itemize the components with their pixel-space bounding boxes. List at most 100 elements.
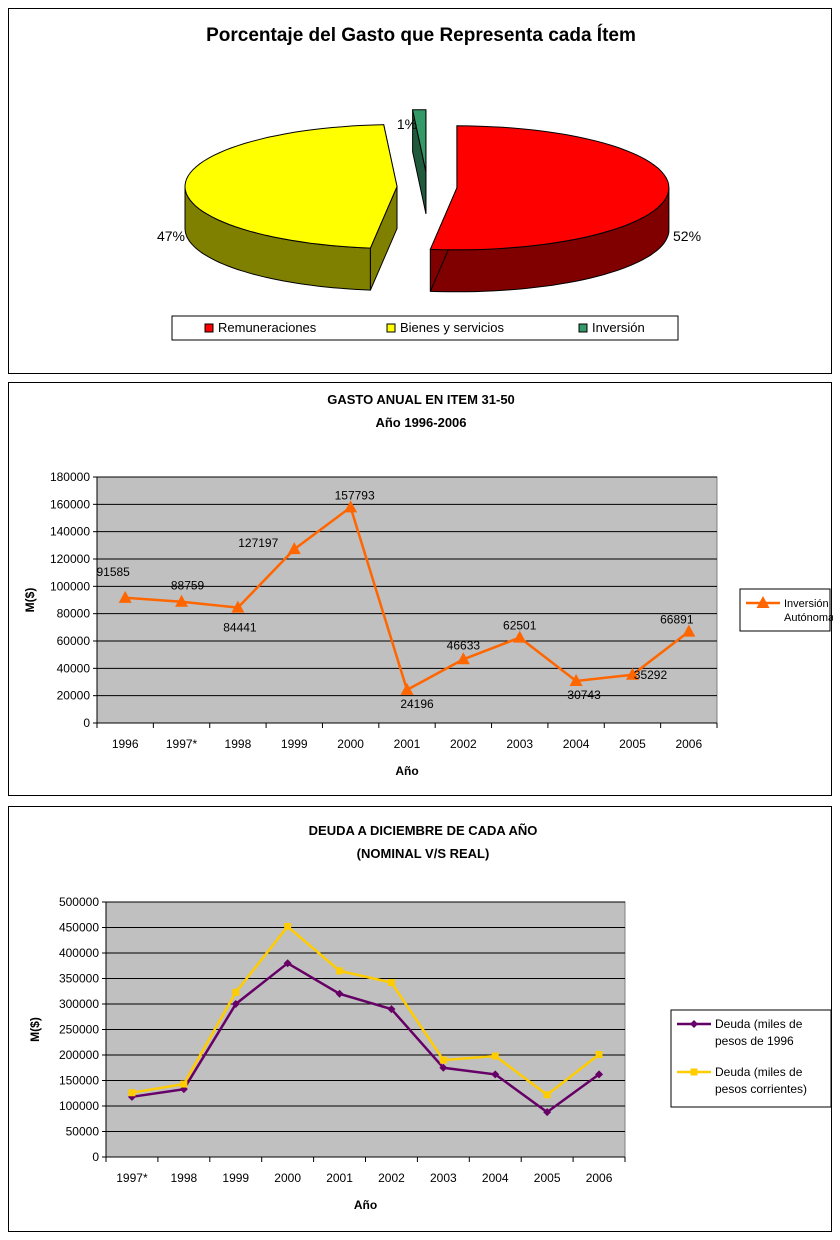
y-tick-label: 0 <box>83 716 90 730</box>
x-tick-label: 2003 <box>506 737 533 751</box>
data-point <box>336 967 344 975</box>
x-tick-label: 2004 <box>482 1171 509 1185</box>
x-tick-label: 2006 <box>675 737 702 751</box>
data-point <box>491 1052 499 1060</box>
y-tick-label: 100000 <box>50 579 90 593</box>
x-tick-label: 2003 <box>430 1171 457 1185</box>
y-tick-label: 300000 <box>59 997 99 1011</box>
legend-label: Remuneraciones <box>218 320 317 335</box>
data-point <box>175 594 189 607</box>
y-tick-label: 120000 <box>50 552 90 566</box>
y-tick-label: 0 <box>92 1150 99 1164</box>
data-point <box>595 1050 603 1058</box>
x-tick-label: 2001 <box>394 737 421 751</box>
series-1 <box>128 922 603 1099</box>
pie-slice-bienes-y-servicios <box>184 124 398 291</box>
x-tick-label: 2004 <box>563 737 590 751</box>
legend-label: pesos corrientes) <box>715 1082 807 1096</box>
series-0: 91585 88759 84441 127197 157793 24196 46633 625… <box>96 488 696 711</box>
series-line <box>131 961 600 1114</box>
data-label: 91585 <box>96 565 130 579</box>
y-tick-label: 180000 <box>50 470 90 484</box>
y-tick-label: 140000 <box>50 525 90 539</box>
data-point <box>128 1089 136 1097</box>
x-axis-label: Año <box>395 764 418 778</box>
pie-chart: Porcentaje del Gasto que Representa cada… <box>157 24 701 341</box>
y-tick-label: 450000 <box>59 921 99 935</box>
x-tick-label: 2005 <box>534 1171 561 1185</box>
data-point <box>231 1000 240 1008</box>
x-tick-label: 1998 <box>225 737 252 751</box>
plot-area <box>96 476 718 724</box>
y-tick-label: 150000 <box>59 1074 99 1088</box>
data-point <box>400 682 414 695</box>
data-label: 84441 <box>223 621 257 635</box>
data-point <box>625 667 639 680</box>
chart-title: DEUDA A DICIEMBRE DE CADA AÑO <box>309 823 538 838</box>
pie-data-label: 52% <box>673 228 701 244</box>
x-tick-label: 1996 <box>112 737 139 751</box>
legend-label: Autónoma <box>784 612 833 624</box>
pie-data-label: 47% <box>157 228 185 244</box>
data-point <box>344 500 358 513</box>
x-tick-label: 1998 <box>170 1171 197 1185</box>
data-label: 35292 <box>634 668 668 682</box>
y-axis-label: M($) <box>23 588 37 613</box>
legend-box <box>670 1009 832 1108</box>
legend-label: Deuda (miles de <box>715 1065 803 1079</box>
y-tick-label: 250000 <box>59 1023 99 1037</box>
legend-label: Bienes y servicios <box>400 320 505 335</box>
data-point <box>335 989 344 998</box>
legend-swatch <box>578 323 588 333</box>
data-label: 157793 <box>335 488 375 502</box>
data-point <box>232 988 240 996</box>
pie-slice-inversi-n <box>411 109 427 214</box>
x-axis-label: Año <box>354 1198 377 1212</box>
line-chart-deuda: DEUDA A DICIEMBRE DE CADA AÑO (NOMINAL V… <box>28 823 832 1212</box>
x-tick-label: 1999 <box>222 1171 249 1185</box>
data-label: 30743 <box>567 688 601 702</box>
pie-chart-panel: Porcentaje del Gasto que Representa cada… <box>8 8 832 374</box>
y-tick-label: 80000 <box>57 607 91 621</box>
data-point <box>439 1063 448 1072</box>
y-tick-label: 20000 <box>57 689 91 703</box>
x-tick-label: 2002 <box>450 737 477 751</box>
data-point <box>491 1070 500 1079</box>
y-axis-label: M($) <box>28 1017 42 1042</box>
data-point <box>287 542 301 555</box>
line-chart-gasto: GASTO ANUAL EN ITEM 31-50 Año 1996-2006 … <box>23 392 833 778</box>
data-label: 127197 <box>238 536 278 550</box>
data-label: 62501 <box>503 619 537 633</box>
data-point <box>387 979 395 987</box>
chart-subtitle: Año 1996-2006 <box>375 415 466 430</box>
data-point <box>569 673 583 686</box>
x-tick-label: 1999 <box>281 737 308 751</box>
data-point <box>756 596 770 608</box>
x-tick-label: 1997* <box>166 737 198 751</box>
legend-swatch <box>204 323 214 333</box>
chart-title: GASTO ANUAL EN ITEM 31-50 <box>327 392 515 407</box>
x-tick-label: 2005 <box>619 737 646 751</box>
data-point <box>690 1068 698 1076</box>
legend-box <box>739 588 831 632</box>
data-point <box>682 624 696 637</box>
y-tick-label: 400000 <box>59 946 99 960</box>
legend-swatch <box>386 323 396 333</box>
data-point <box>595 1070 604 1079</box>
x-tick-label: 1997* <box>116 1171 148 1185</box>
data-label: 66891 <box>660 613 694 627</box>
y-tick-label: 160000 <box>50 497 90 511</box>
data-point <box>284 922 292 930</box>
pie-data-label: 1% <box>397 116 417 132</box>
x-tick-label: 2002 <box>378 1171 405 1185</box>
x-tick-label: 2006 <box>586 1171 613 1185</box>
data-point <box>439 1056 447 1064</box>
pie-chart-legend: Remuneraciones Bienes y servicios Inversió… <box>171 315 679 341</box>
legend-label: Inversión <box>592 320 645 335</box>
data-point <box>690 1020 698 1028</box>
data-label: 88759 <box>171 579 205 593</box>
chart-subtitle: (NOMINAL V/S REAL) <box>357 846 490 861</box>
data-point <box>118 590 132 603</box>
data-point <box>387 1005 396 1014</box>
x-tick-label: 2001 <box>326 1171 353 1185</box>
